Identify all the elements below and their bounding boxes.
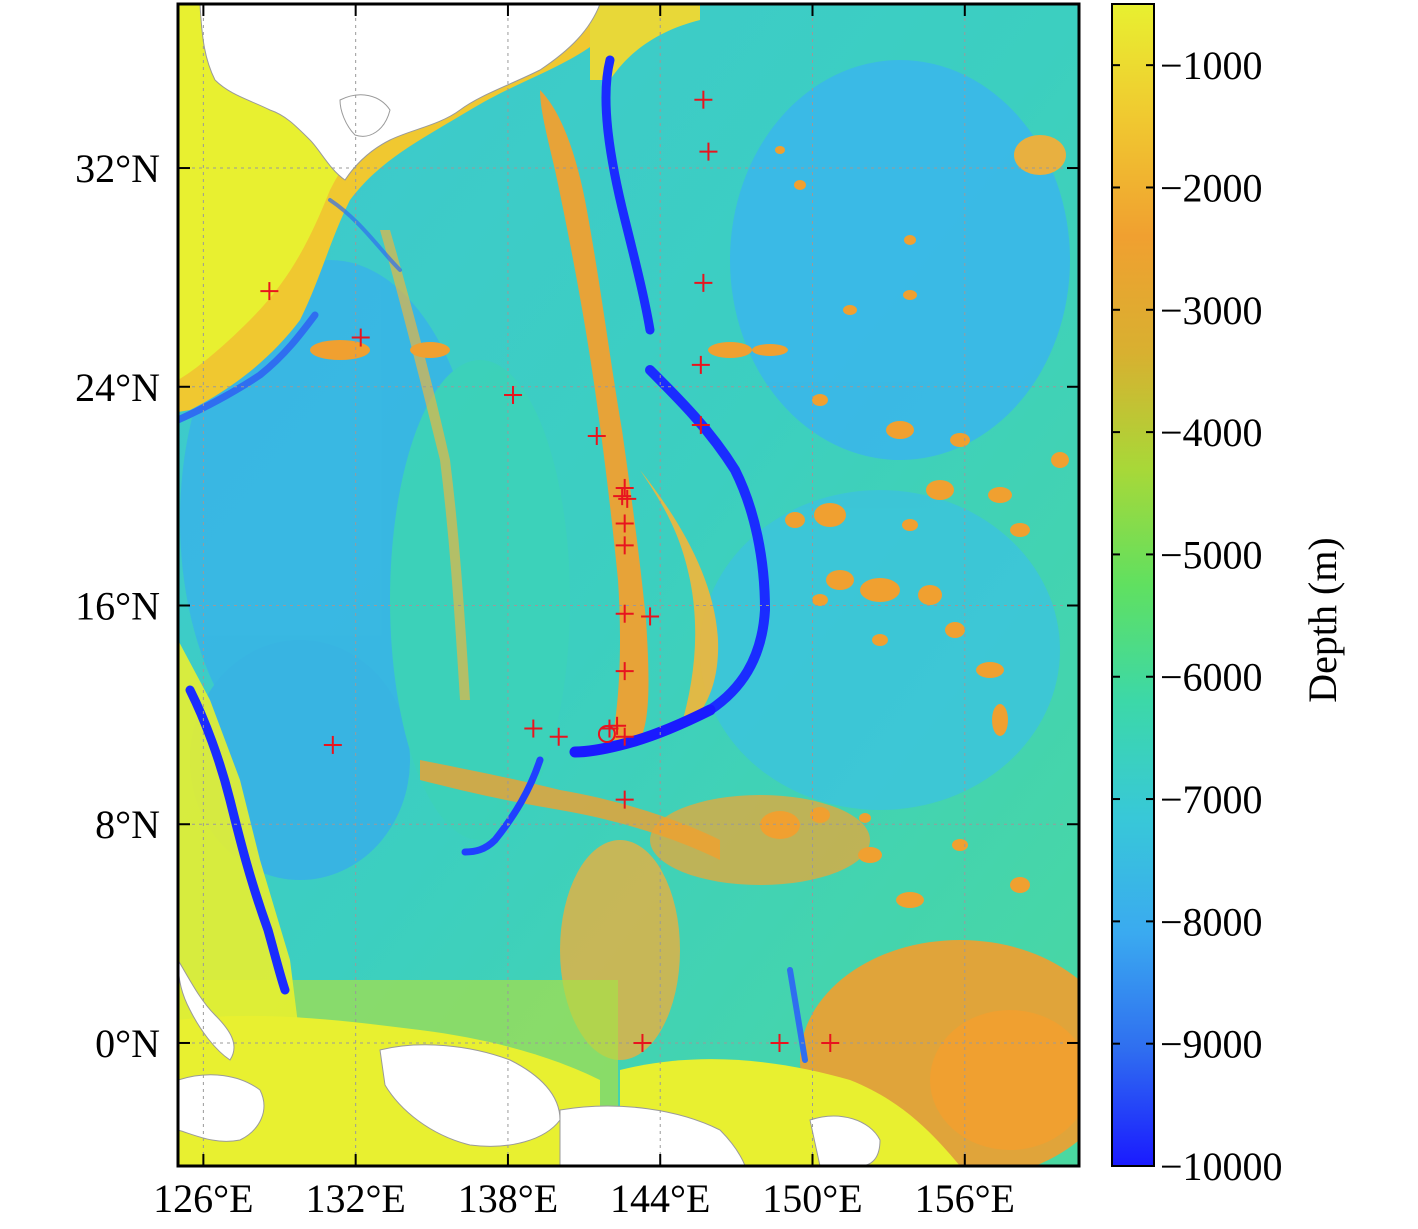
station-marker: [615, 662, 634, 681]
x-tick-label: 126°E: [153, 1176, 253, 1221]
parece-vela-basin: [390, 360, 570, 840]
plateau-core: [930, 1010, 1079, 1150]
target-marker: [597, 725, 616, 744]
trenches: [178, 55, 808, 1063]
izu-bonin-mariana-ridge: [540, 90, 649, 740]
y-axis: 0°N 8°N 16°N 24°N 32°N: [75, 146, 1079, 1066]
colorbar-tick-label: −8000: [1160, 899, 1263, 944]
x-tick-label: 156°E: [915, 1176, 1015, 1221]
new-guinea-mainland: [559, 1105, 746, 1166]
y-tick-label: 8°N: [95, 802, 160, 847]
station-marker: [600, 719, 619, 738]
kyushu-island: [339, 94, 391, 137]
station-marker: [691, 416, 710, 435]
x-axis: 126°E 132°E 138°E 144°E 150°E 156°E: [153, 4, 1015, 1221]
x-tick-label: 150°E: [762, 1176, 862, 1221]
land-masses: [178, 4, 881, 1166]
x-tick-label: 144°E: [610, 1176, 710, 1221]
y-tick-label: 32°N: [75, 146, 160, 191]
station-marker: [587, 426, 606, 445]
colorbar-tick-label: −2000: [1160, 165, 1263, 210]
x-tick-label: 138°E: [458, 1176, 558, 1221]
y-tick-label: 0°N: [95, 1021, 160, 1066]
station-marker: [323, 735, 342, 754]
y-tick-label: 24°N: [75, 365, 160, 410]
station-marker: [524, 719, 543, 738]
japan-shelf: [590, 4, 700, 80]
colorbar: −1000 −2000 −3000 −4000 −5000 −6000 −7000 −8000…: [1111, 3, 1345, 1189]
philippine-trench: [185, 685, 290, 995]
nankai-trough: [328, 198, 402, 272]
colorbar-tick-label: −4000: [1160, 410, 1263, 455]
station-marker: [351, 328, 370, 347]
seamounts: [310, 135, 1069, 908]
izu-bonin-trench: [601, 55, 655, 335]
station-marker: [615, 478, 634, 497]
station-marker: [618, 489, 637, 508]
station-marker: [260, 282, 279, 301]
station-marker: [608, 716, 627, 735]
station-marker: [699, 142, 718, 161]
colorbar-tick-label: −5000: [1160, 532, 1263, 577]
colorbar-ticks: −1000 −2000 −3000 −4000 −5000 −6000 −7000 −8000…: [1112, 43, 1283, 1189]
sulawesi-east: [178, 1074, 265, 1142]
palau-yap-ridge: [420, 760, 720, 860]
map-panel: [178, 4, 1079, 1166]
map-frame: [176, 2, 1081, 1168]
japan-korea-land: [199, 4, 601, 181]
deep-basins: [180, 60, 1070, 880]
station-marker: [770, 1033, 789, 1052]
target-circle: [597, 725, 616, 744]
kyushu-palau-ridge: [380, 230, 470, 700]
station-marker: [615, 536, 634, 555]
colorbar-title: Depth (m): [1300, 537, 1345, 703]
new-britain-trench: [787, 967, 808, 1063]
northwest-pacific-basin: [730, 60, 1070, 460]
x-tick-label: 132°E: [305, 1176, 405, 1221]
east-mariana-basin: [700, 490, 1060, 810]
mariana-trench-south: [569, 704, 716, 758]
colorbar-tick-label: −9000: [1160, 1022, 1263, 1067]
yap-trench: [461, 756, 544, 856]
west-mariana-ridge: [640, 470, 719, 730]
station-marker: [821, 1033, 840, 1052]
colorbar-tick-label: −7000: [1160, 777, 1263, 822]
colorbar-ramp: [1111, 3, 1155, 1167]
y-tick-label: 16°N: [75, 584, 160, 629]
colorbar-tick-label: −1000: [1160, 43, 1263, 88]
gridlines: [178, 4, 1079, 1166]
station-marker: [504, 385, 523, 404]
colorbar-tick-label: −6000: [1160, 655, 1263, 700]
station-marker: [694, 90, 713, 109]
colorbar-tick-label: −10000: [1160, 1144, 1283, 1189]
station-marker: [549, 727, 568, 746]
station-marker: [615, 727, 634, 746]
station-marker: [641, 607, 660, 626]
halmahera-island: [178, 959, 235, 1061]
colorbar-tick-label: −3000: [1160, 288, 1263, 333]
station-marker: [633, 1033, 652, 1052]
station-marker: [615, 514, 634, 533]
station-marker: [615, 790, 634, 809]
station-marker: [615, 604, 634, 623]
station-marker: [691, 355, 710, 374]
station-markers: [260, 90, 840, 1052]
mariana-trench-north: [645, 365, 771, 715]
ryukyu-trench: [178, 311, 319, 424]
station-marker: [694, 273, 713, 292]
